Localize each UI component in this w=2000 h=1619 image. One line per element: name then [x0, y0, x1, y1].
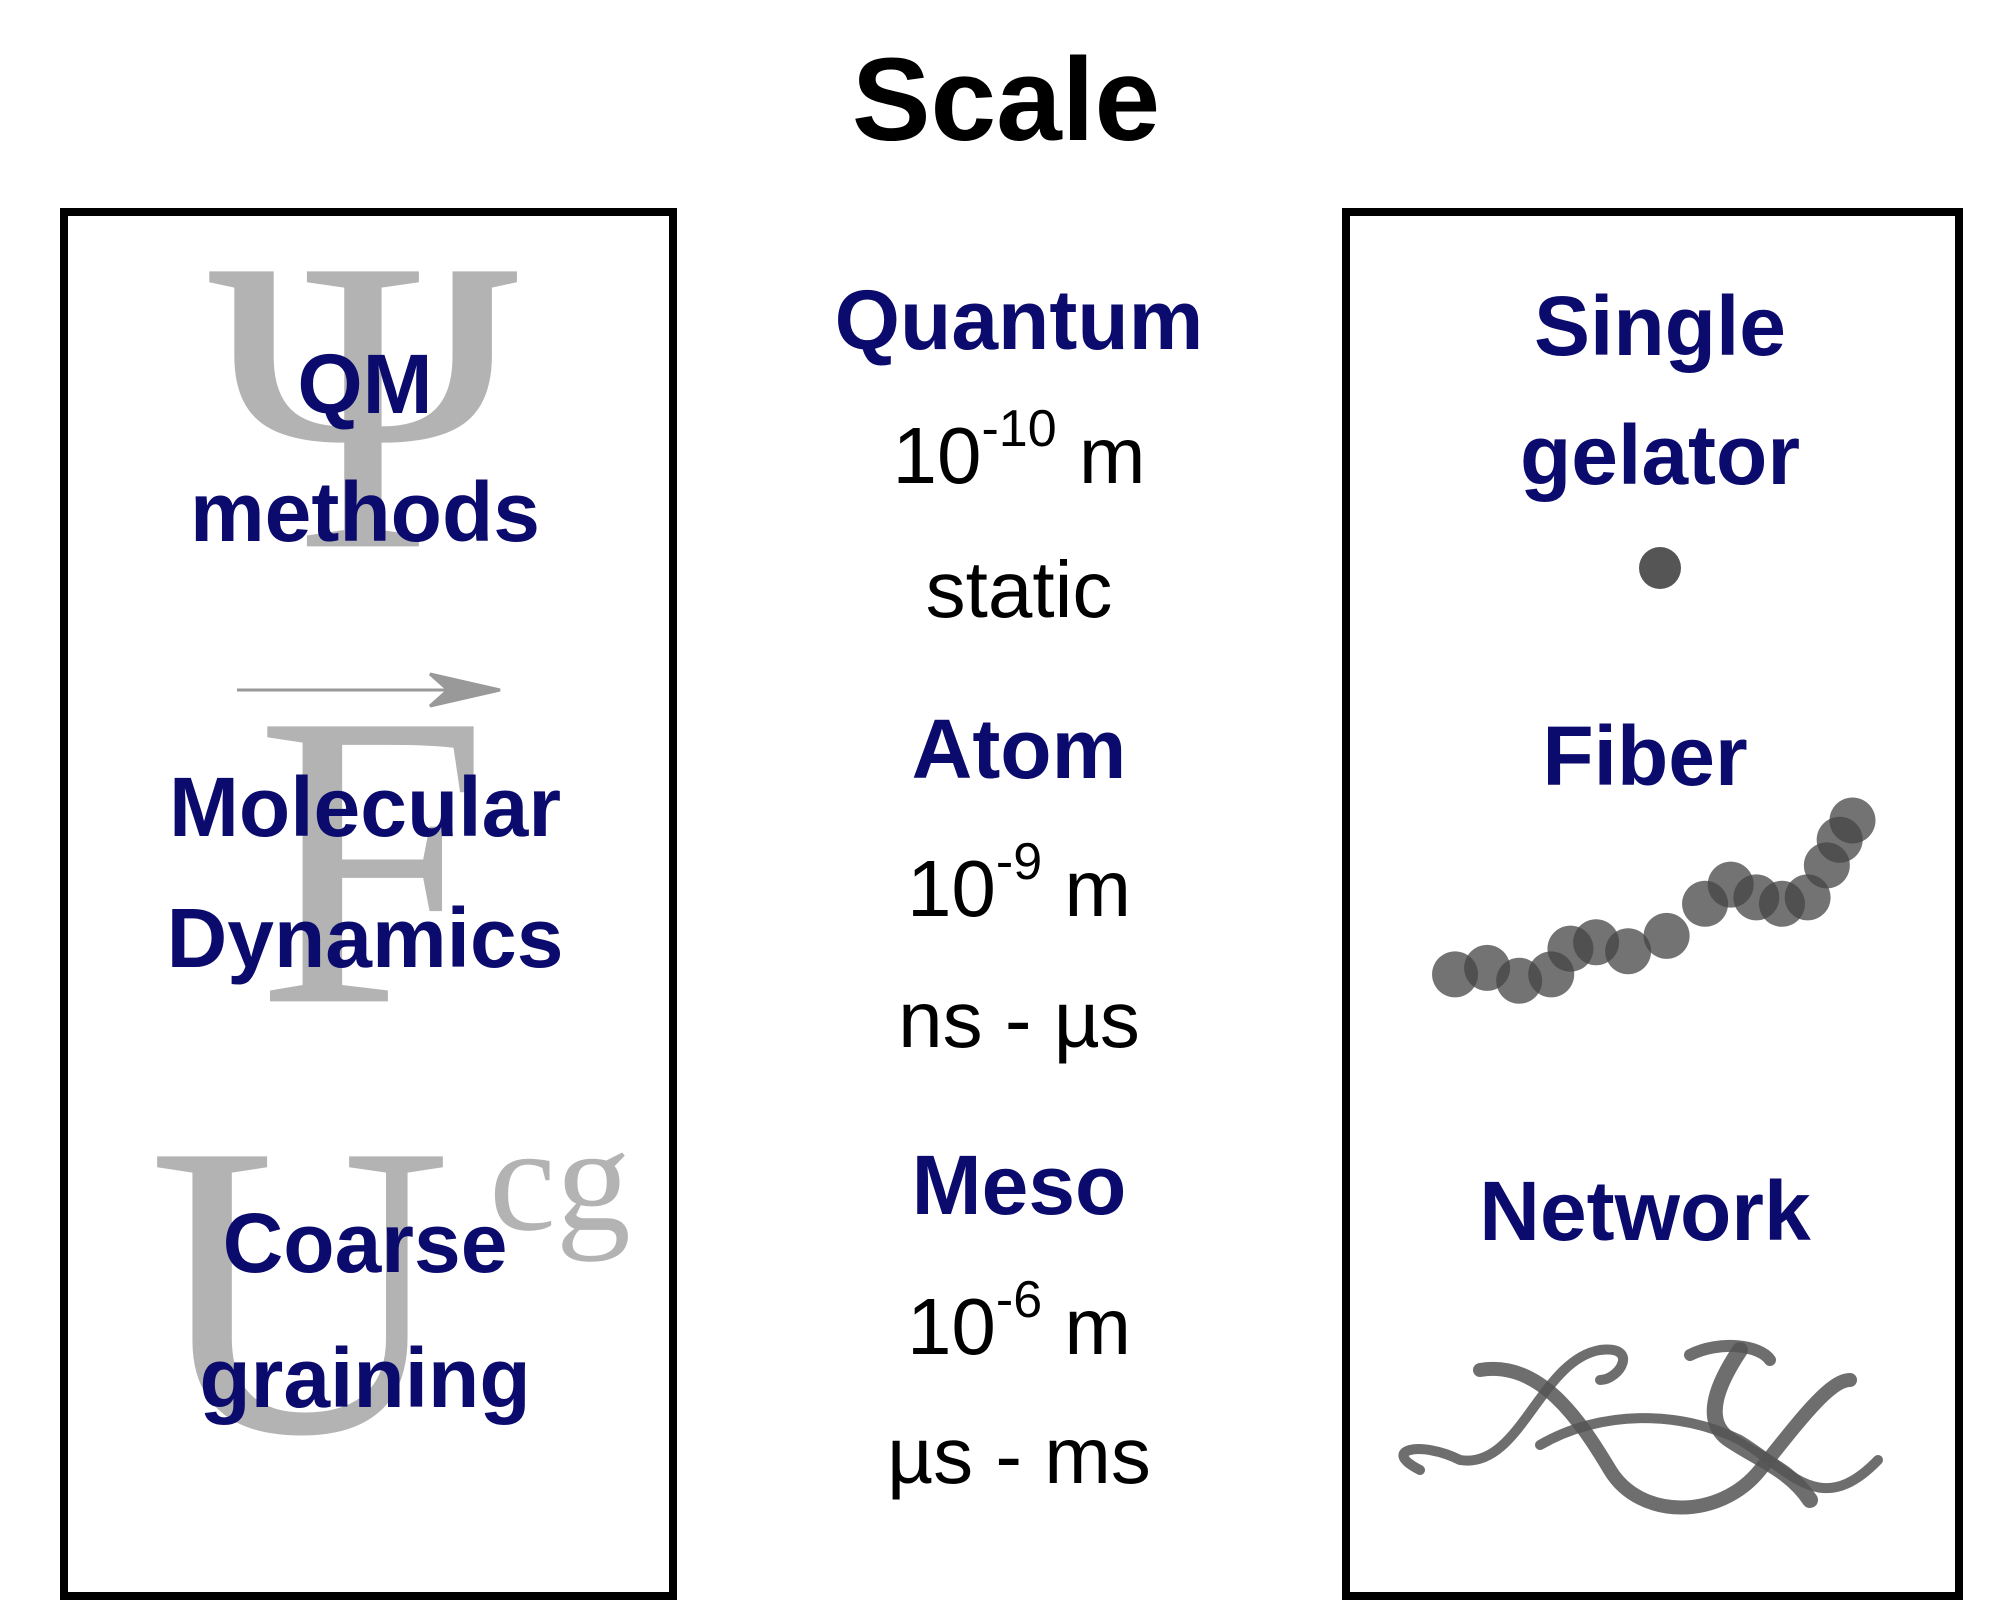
method-label: QM — [297, 337, 432, 431]
scale-time: ns - µs — [898, 975, 1140, 1064]
method-symbol-sup: cg — [489, 1096, 631, 1262]
systems-box — [1342, 208, 1963, 1600]
length-base: 10 — [907, 844, 996, 933]
method-label: Molecular — [169, 760, 561, 854]
length-base: 10 — [892, 411, 981, 500]
scale-length: 10-9 m — [907, 833, 1131, 933]
method-label: Coarse — [223, 1196, 508, 1290]
fiber-drawing — [1432, 797, 1876, 1004]
method-label: Dynamics — [167, 891, 564, 985]
fiber-bead — [1605, 928, 1652, 975]
scale-name: Atom — [912, 702, 1127, 796]
single-gelator-dot — [1639, 547, 1681, 589]
system-label: gelator — [1520, 408, 1800, 502]
method-label: graining — [199, 1331, 530, 1425]
scale-name: Quantum — [835, 273, 1204, 367]
length-exponent: -6 — [996, 1271, 1042, 1329]
scale-time: static — [926, 545, 1113, 634]
length-unit: m — [1057, 411, 1146, 500]
methods-box — [60, 208, 677, 1600]
fiber-bead — [1829, 797, 1876, 844]
system-label: Network — [1479, 1164, 1811, 1258]
scale-name: Meso — [912, 1138, 1127, 1232]
fiber-bead — [1643, 912, 1690, 959]
title: Scale — [852, 34, 1160, 166]
length-unit: m — [1042, 844, 1131, 933]
method-symbol: U — [148, 1057, 451, 1522]
length-unit: m — [1042, 1282, 1131, 1371]
method-label: methods — [190, 465, 540, 559]
length-exponent: -9 — [996, 833, 1042, 891]
scale-length: 10-10 m — [892, 400, 1145, 500]
method-symbol: Ψ — [208, 172, 523, 637]
scale-length: 10-6 m — [907, 1271, 1131, 1371]
length-base: 10 — [907, 1282, 996, 1371]
force-arrow — [237, 672, 501, 708]
method-symbol: F — [255, 627, 489, 1092]
system-label: Fiber — [1542, 709, 1747, 803]
network-drawing — [1398, 1339, 1883, 1515]
length-exponent: -10 — [981, 400, 1056, 458]
scale-time: µs - ms — [887, 1411, 1151, 1500]
system-label: Single — [1534, 279, 1786, 373]
